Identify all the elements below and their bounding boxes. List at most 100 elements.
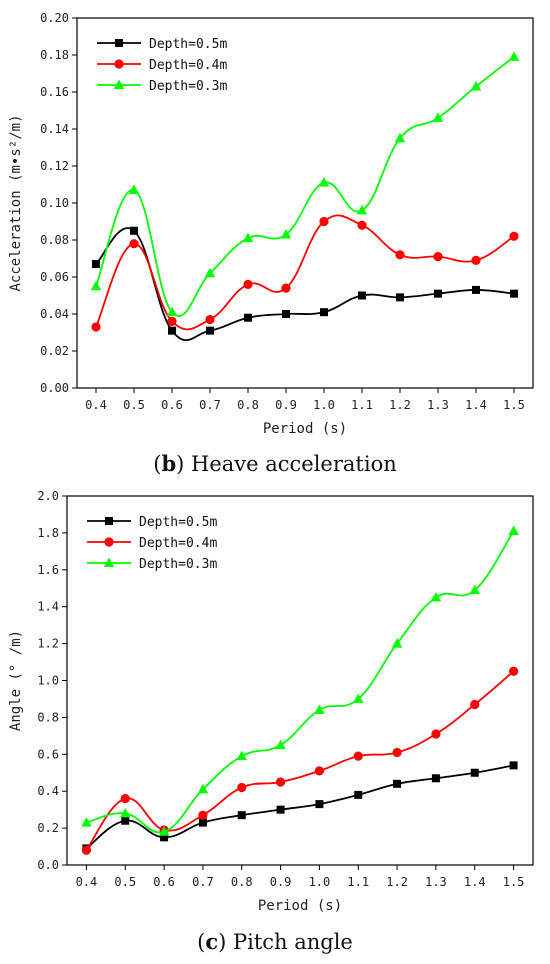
- heave-data-point: [92, 260, 100, 269]
- heave-data-point: [206, 326, 214, 335]
- heave-x-tick-label: 1.3: [427, 398, 449, 412]
- heave-data-point: [282, 310, 290, 318]
- heave-data-point: [242, 232, 254, 243]
- heave-plot-frame: [76, 17, 534, 389]
- pitch-data-point: [120, 793, 130, 804]
- pitch-x-tick-label: 0.7: [192, 875, 214, 889]
- heave-x-tick-label: 1.4: [465, 398, 487, 412]
- heave-data-point: [244, 313, 252, 322]
- pitch-series-2: [81, 525, 519, 836]
- pitch-data-point: [391, 638, 403, 648]
- heave-data-point: [394, 132, 406, 143]
- heave-legend: Depth=0.5m Depth=0.4m Depth=0.3m: [97, 37, 227, 94]
- heave-y-tick-label: 0.20: [40, 11, 69, 25]
- heave-data-point: [358, 291, 366, 300]
- pitch-plot-frame: [66, 495, 534, 866]
- pitch-data-point: [508, 666, 519, 676]
- pitch-data-point: [276, 805, 285, 814]
- pitch-data-point: [158, 826, 170, 836]
- pitch-data-point: [121, 816, 130, 825]
- pitch-data-point: [315, 800, 324, 809]
- heave-y-tick-label: 0.08: [40, 233, 69, 247]
- heave-y-tick-label: 0.10: [40, 196, 69, 210]
- pitch-series-0: [82, 761, 518, 853]
- pitch-data-point: [81, 817, 92, 827]
- pitch-angle-chart: 0.4 0.5 0.6 0.7 0.8 0.9 1.0 1.1 1.2 1.3 1.4 1.5 0.0 0…: [8, 489, 534, 912]
- heave-data-point: [205, 314, 215, 325]
- heave-data-point: [243, 279, 253, 289]
- heave-x-tick-label: 1.0: [313, 398, 335, 412]
- heave-data-point: [357, 220, 367, 230]
- pitch-series-line: [85, 670, 515, 851]
- heave-x-tick-label: 1.2: [389, 398, 411, 412]
- pitch-x-tick-label: 1.2: [386, 875, 408, 889]
- pitch-data-point: [392, 747, 402, 758]
- pitch-y-axis-label: Angle (° /m): [8, 630, 24, 731]
- pitch-data-point: [275, 777, 286, 787]
- pitch-legend-marker: [104, 537, 114, 547]
- caption-b-text: Heave acceleration: [191, 452, 397, 476]
- heave-data-point: [509, 231, 519, 241]
- pitch-data-point: [354, 790, 363, 799]
- pitch-x-tick-label: 0.4: [76, 875, 98, 889]
- heave-data-point: [166, 306, 178, 317]
- pitch-data-point: [237, 782, 247, 793]
- pitch-data-point: [236, 750, 247, 761]
- heave-legend-label: Depth=0.5m: [149, 37, 227, 52]
- heave-data-point: [434, 289, 442, 298]
- heave-legend-marker: [113, 79, 125, 89]
- heave-data-point: [280, 228, 292, 239]
- pitch-data-point: [198, 818, 207, 827]
- heave-x-tick-label: 0.4: [85, 398, 107, 412]
- heave-data-point: [130, 226, 138, 235]
- heave-legend-marker: [114, 59, 124, 69]
- pitch-x-tick-label: 1.5: [503, 875, 525, 889]
- pitch-data-point: [353, 751, 363, 761]
- heave-y-tick-label: 0.14: [40, 122, 69, 136]
- pitch-x-tick-label: 0.9: [270, 875, 292, 889]
- pitch-data-point: [509, 761, 518, 770]
- heave-data-point: [204, 267, 216, 278]
- caption-c-letter: c: [205, 929, 219, 954]
- pitch-y-tick-label: 2.0: [37, 489, 59, 503]
- heave-series-1: [91, 214, 519, 332]
- heave-data-point: [129, 239, 139, 249]
- pitch-data-point: [197, 783, 209, 794]
- pitch-data-point: [120, 807, 131, 818]
- heave-x-tick-label: 1.1: [351, 398, 373, 412]
- pitch-legend-marker: [105, 517, 113, 525]
- pitch-data-point: [81, 845, 92, 855]
- pitch-series-1: [81, 666, 519, 855]
- heave-data-point: [90, 280, 102, 291]
- heave-series-line: [95, 56, 515, 317]
- pitch-x-tick-label: 0.8: [231, 875, 253, 889]
- heave-y-tick-label: 0.16: [40, 85, 69, 99]
- pitch-y-tick-label: 1.8: [37, 526, 59, 540]
- pitch-data-point: [275, 739, 286, 750]
- heave-x-tick-label: 1.5: [503, 398, 525, 412]
- heave-data-point: [508, 51, 520, 61]
- pitch-legend-label: Depth=0.3m: [139, 557, 217, 572]
- pitch-data-point: [470, 699, 480, 710]
- heave-data-point: [510, 289, 518, 298]
- heave-legend-label: Depth=0.3m: [149, 79, 227, 94]
- pitch-y-tick-label: 1.4: [37, 600, 59, 614]
- pitch-data-point: [508, 525, 519, 536]
- pitch-legend: Depth=0.5m Depth=0.4m Depth=0.3m: [87, 515, 217, 572]
- pitch-y-tick-label: 0.6: [37, 747, 59, 761]
- heave-data-point: [470, 80, 482, 91]
- heave-data-point: [168, 326, 176, 335]
- pitch-y-tick-label: 0.0: [37, 858, 59, 872]
- heave-data-point: [472, 285, 480, 294]
- pitch-x-tick-label: 1.4: [464, 875, 486, 889]
- heave-x-axis-label: Period (s): [263, 421, 347, 437]
- heave-data-point: [128, 184, 140, 195]
- heave-acceleration-chart: 0.4 0.5 0.6 0.7 0.8 0.9 1.0 1.1 1.2 1.3 1.4 1.5 0.00…: [8, 11, 534, 437]
- pitch-data-point: [470, 768, 479, 777]
- pitch-y-tick-label: 0.2: [37, 821, 59, 835]
- heave-x-tick-label: 0.5: [123, 398, 145, 412]
- heave-data-point: [396, 293, 404, 302]
- caption-c: (c) Pitch angle: [197, 929, 353, 954]
- caption-b-letter: b: [161, 451, 177, 476]
- pitch-data-point: [393, 779, 402, 788]
